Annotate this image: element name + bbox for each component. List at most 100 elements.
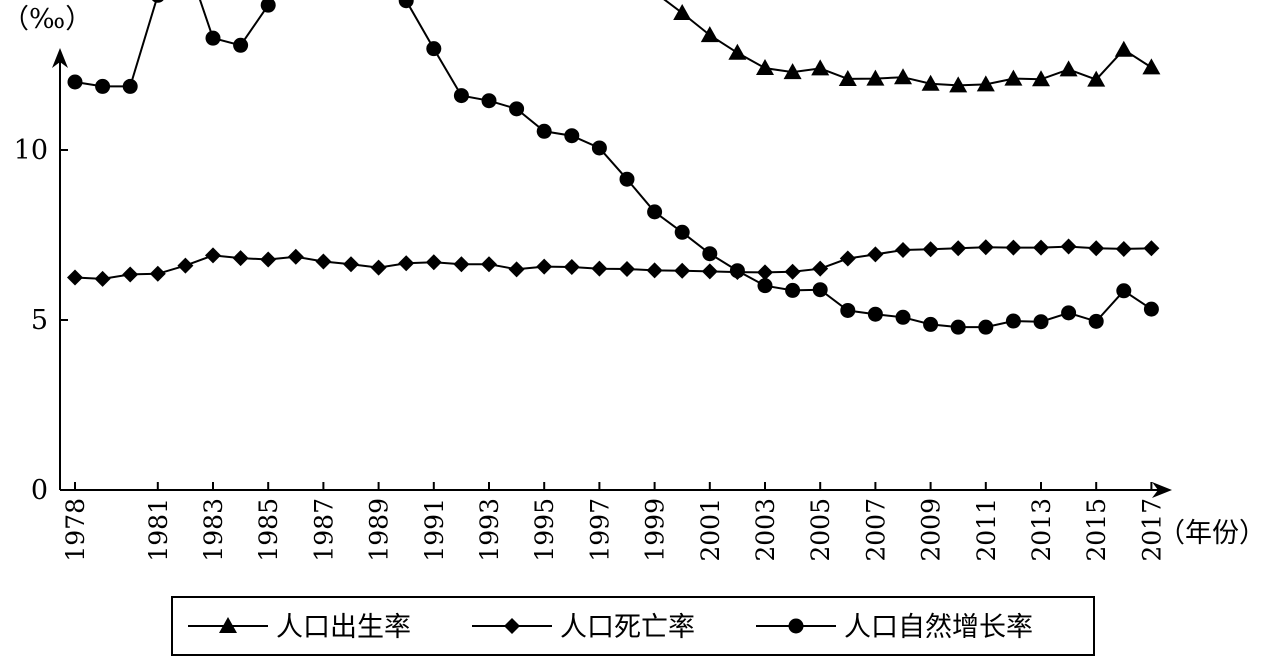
data-point [922, 241, 939, 258]
data-point [233, 37, 249, 53]
data-point [895, 309, 911, 325]
y-tick-label: 5 [31, 305, 48, 336]
data-point [949, 76, 968, 93]
data-point [508, 261, 525, 278]
data-point [700, 26, 719, 43]
series-line [663, 0, 1152, 87]
data-point [838, 69, 857, 86]
data-point [977, 239, 994, 256]
data-point [315, 253, 332, 270]
data-point [1087, 70, 1106, 87]
x-tick-label: 1985 [254, 498, 283, 562]
data-point [647, 204, 663, 220]
data-point [1005, 313, 1021, 329]
data-point [398, 255, 415, 272]
x-tick-label: 2015 [1082, 498, 1111, 562]
x-tick-label: 1991 [420, 498, 449, 562]
data-point [923, 316, 939, 332]
data-point [563, 258, 580, 275]
data-point [95, 78, 111, 94]
legend-item: 人口出生率 [188, 612, 411, 643]
data-point [1116, 283, 1132, 299]
x-axis-unit-label: （年份） [1158, 518, 1265, 549]
y-tick-label: 10 [14, 135, 48, 166]
series-line [74, 245, 1152, 280]
x-tick-label: 1983 [199, 498, 228, 562]
axis-labels: （‰） （年份） [2, 4, 1265, 549]
data-point [894, 68, 912, 85]
data-point [895, 241, 911, 258]
data-point [702, 246, 718, 262]
data-point [1088, 240, 1105, 257]
data-point [536, 258, 553, 275]
data-point [674, 262, 691, 279]
data-point [1143, 301, 1159, 317]
legend-label: 人口死亡率 [560, 612, 695, 643]
data-point [1005, 239, 1022, 256]
x-tick-label: 1989 [365, 498, 394, 562]
series-circle [67, 0, 1159, 335]
data-point [867, 306, 883, 322]
x-tick-label: 2013 [1027, 498, 1056, 562]
data-point [619, 171, 635, 187]
y-axis-unit-label: （‰） [2, 4, 92, 35]
data-point [149, 265, 166, 282]
data-point [67, 269, 83, 286]
data-point [840, 302, 856, 318]
data-point [1033, 239, 1049, 256]
x-tick-label: 1978 [61, 498, 90, 562]
x-tick-label: 2017 [1137, 498, 1166, 562]
x-tick-label: 1993 [475, 498, 504, 562]
legend-label: 人口自然增长率 [844, 612, 1033, 643]
series-layer [67, 0, 1161, 335]
data-point [287, 248, 304, 265]
x-tick-label: 1987 [309, 498, 338, 562]
data-point [866, 69, 885, 86]
data-point [757, 278, 773, 294]
data-point [94, 270, 111, 287]
data-point [232, 250, 249, 267]
legend-item: 人口死亡率 [472, 612, 695, 643]
data-point [785, 282, 801, 298]
data-point [260, 251, 277, 268]
data-point [729, 263, 745, 279]
data-point [1061, 305, 1077, 321]
data-point [1060, 238, 1077, 255]
data-point [976, 75, 995, 92]
data-point [453, 256, 470, 273]
data-point [509, 101, 525, 117]
x-axis-arrow [1152, 482, 1172, 498]
data-point [1114, 40, 1133, 57]
x-tick-label: 2003 [751, 498, 780, 562]
data-point [867, 246, 884, 263]
data-point [591, 260, 608, 277]
data-point [1033, 314, 1049, 330]
legend-item: 人口自然增长率 [756, 612, 1033, 643]
x-tick-label: 1999 [641, 498, 670, 562]
data-point [564, 128, 580, 144]
data-point [839, 250, 856, 267]
data-point [978, 319, 994, 335]
data-point [1032, 70, 1050, 87]
data-point [646, 262, 663, 279]
data-point [950, 319, 966, 335]
data-point [536, 123, 552, 139]
legend-marker [504, 618, 520, 634]
x-tick-label: 2005 [806, 498, 835, 562]
data-point [398, 0, 414, 9]
data-point [921, 74, 940, 91]
data-point [673, 3, 692, 20]
x-tick-label: 1995 [530, 498, 559, 562]
x-tick-label: 2001 [696, 498, 725, 562]
data-point [260, 0, 276, 13]
y-axis-arrow [52, 48, 68, 68]
y-tick-label: 0 [31, 475, 48, 506]
data-point [674, 224, 690, 240]
data-point [122, 78, 138, 94]
axes: 0510152025197819811983198519871989199119… [14, 48, 1172, 562]
data-point [757, 264, 773, 281]
data-point [783, 63, 802, 80]
x-tick-label: 2007 [861, 498, 890, 562]
